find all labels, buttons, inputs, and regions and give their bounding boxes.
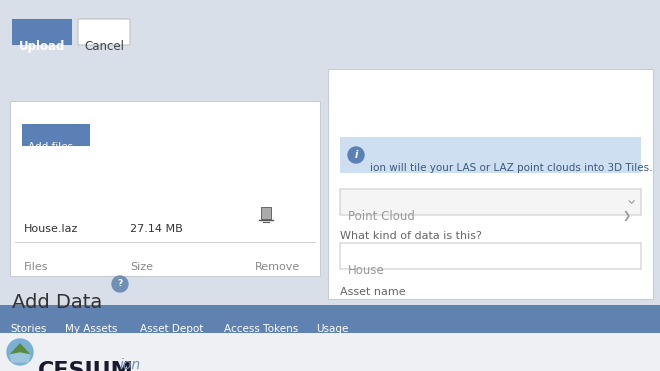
Text: What kind of data is this?: What kind of data is this? [340, 231, 482, 241]
Text: Asset name: Asset name [340, 287, 406, 297]
FancyBboxPatch shape [340, 243, 641, 269]
Text: Cancel: Cancel [84, 40, 124, 53]
Text: Point Cloud: Point Cloud [348, 210, 415, 223]
Text: House: House [348, 264, 385, 277]
Text: Access Tokens: Access Tokens [224, 324, 298, 334]
FancyBboxPatch shape [12, 19, 72, 45]
Text: ion: ion [120, 358, 141, 371]
Text: ion will tile your LAS or LAZ point clouds into 3D Tiles.: ion will tile your LAS or LAZ point clou… [370, 163, 653, 173]
Text: House.laz: House.laz [24, 224, 79, 234]
Text: CESIUM: CESIUM [38, 361, 134, 371]
Text: Size: Size [130, 262, 153, 272]
FancyBboxPatch shape [340, 189, 641, 215]
Text: 27.14 MB: 27.14 MB [130, 224, 183, 234]
Circle shape [112, 276, 128, 292]
FancyBboxPatch shape [340, 137, 641, 173]
Circle shape [7, 339, 33, 365]
Circle shape [348, 147, 364, 163]
FancyBboxPatch shape [261, 207, 271, 219]
Text: Add Data: Add Data [12, 293, 102, 312]
FancyBboxPatch shape [0, 305, 660, 333]
Text: ❯: ❯ [623, 211, 631, 221]
Polygon shape [10, 344, 30, 355]
Text: i: i [354, 150, 358, 160]
FancyBboxPatch shape [22, 124, 90, 146]
FancyBboxPatch shape [0, 333, 660, 371]
Polygon shape [10, 353, 30, 362]
FancyBboxPatch shape [10, 101, 320, 276]
Text: Upload: Upload [19, 40, 65, 53]
FancyBboxPatch shape [328, 69, 653, 299]
Text: Files: Files [24, 262, 48, 272]
Text: ?: ? [117, 279, 123, 289]
Text: Remove: Remove [255, 262, 300, 272]
Text: ›: › [622, 199, 636, 205]
Text: Usage: Usage [316, 324, 348, 334]
Text: Asset Depot: Asset Depot [140, 324, 203, 334]
Text: My Assets: My Assets [65, 324, 117, 334]
Text: Stories: Stories [10, 324, 46, 334]
FancyBboxPatch shape [78, 19, 130, 45]
Text: Add files...: Add files... [28, 142, 84, 152]
